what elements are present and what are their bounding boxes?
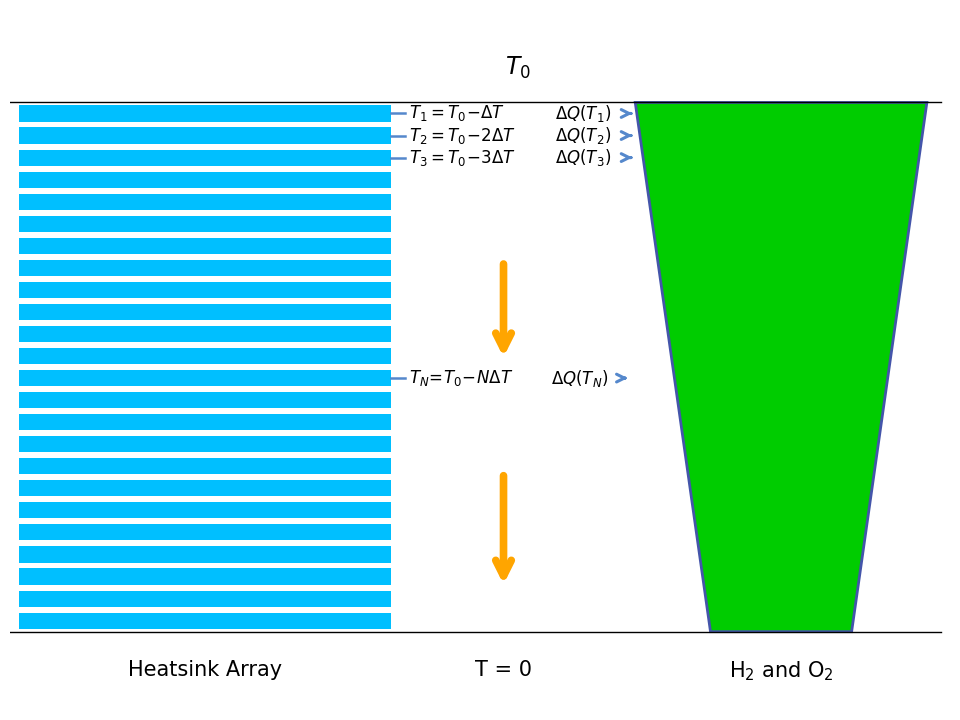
Bar xyxy=(19,127,391,143)
Bar xyxy=(19,105,391,122)
Bar xyxy=(19,392,391,408)
Bar xyxy=(19,171,391,188)
Polygon shape xyxy=(636,102,927,631)
Text: $T_0$: $T_0$ xyxy=(505,55,531,81)
Bar xyxy=(19,260,391,276)
Bar xyxy=(19,503,391,518)
Text: Heatsink Array: Heatsink Array xyxy=(128,660,282,680)
Text: T = 0: T = 0 xyxy=(475,660,532,680)
Bar xyxy=(19,613,391,629)
Text: $\Delta Q(T_1)$: $\Delta Q(T_1)$ xyxy=(555,103,612,124)
Text: $T_1=T_0\!-\!\Delta T$: $T_1=T_0\!-\!\Delta T$ xyxy=(410,104,506,124)
Bar xyxy=(19,414,391,431)
Bar xyxy=(19,304,391,320)
Bar xyxy=(19,348,391,364)
Bar xyxy=(19,326,391,342)
Text: $T_3=T_0\!-\!3\Delta T$: $T_3=T_0\!-\!3\Delta T$ xyxy=(410,148,516,168)
Bar xyxy=(19,238,391,254)
Text: H$_2$ and O$_2$: H$_2$ and O$_2$ xyxy=(729,660,833,683)
Bar xyxy=(19,569,391,585)
Bar xyxy=(19,194,391,210)
Bar xyxy=(19,480,391,496)
Text: $T_N\!=\!T_0\!-\!N\Delta T$: $T_N\!=\!T_0\!-\!N\Delta T$ xyxy=(410,368,514,388)
Text: $T_2=T_0\!-\!2\Delta T$: $T_2=T_0\!-\!2\Delta T$ xyxy=(410,125,516,145)
Bar xyxy=(19,282,391,298)
Text: $\Delta Q(T_N)$: $\Delta Q(T_N)$ xyxy=(551,368,608,389)
Bar xyxy=(19,150,391,166)
Bar xyxy=(19,370,391,386)
Bar xyxy=(19,546,391,562)
Bar xyxy=(19,436,391,452)
Text: $\Delta Q(T_2)$: $\Delta Q(T_2)$ xyxy=(555,125,612,146)
Text: $\Delta Q(T_3)$: $\Delta Q(T_3)$ xyxy=(555,147,612,168)
Bar xyxy=(19,458,391,474)
Bar xyxy=(19,524,391,541)
Bar xyxy=(19,216,391,232)
Bar xyxy=(19,590,391,607)
